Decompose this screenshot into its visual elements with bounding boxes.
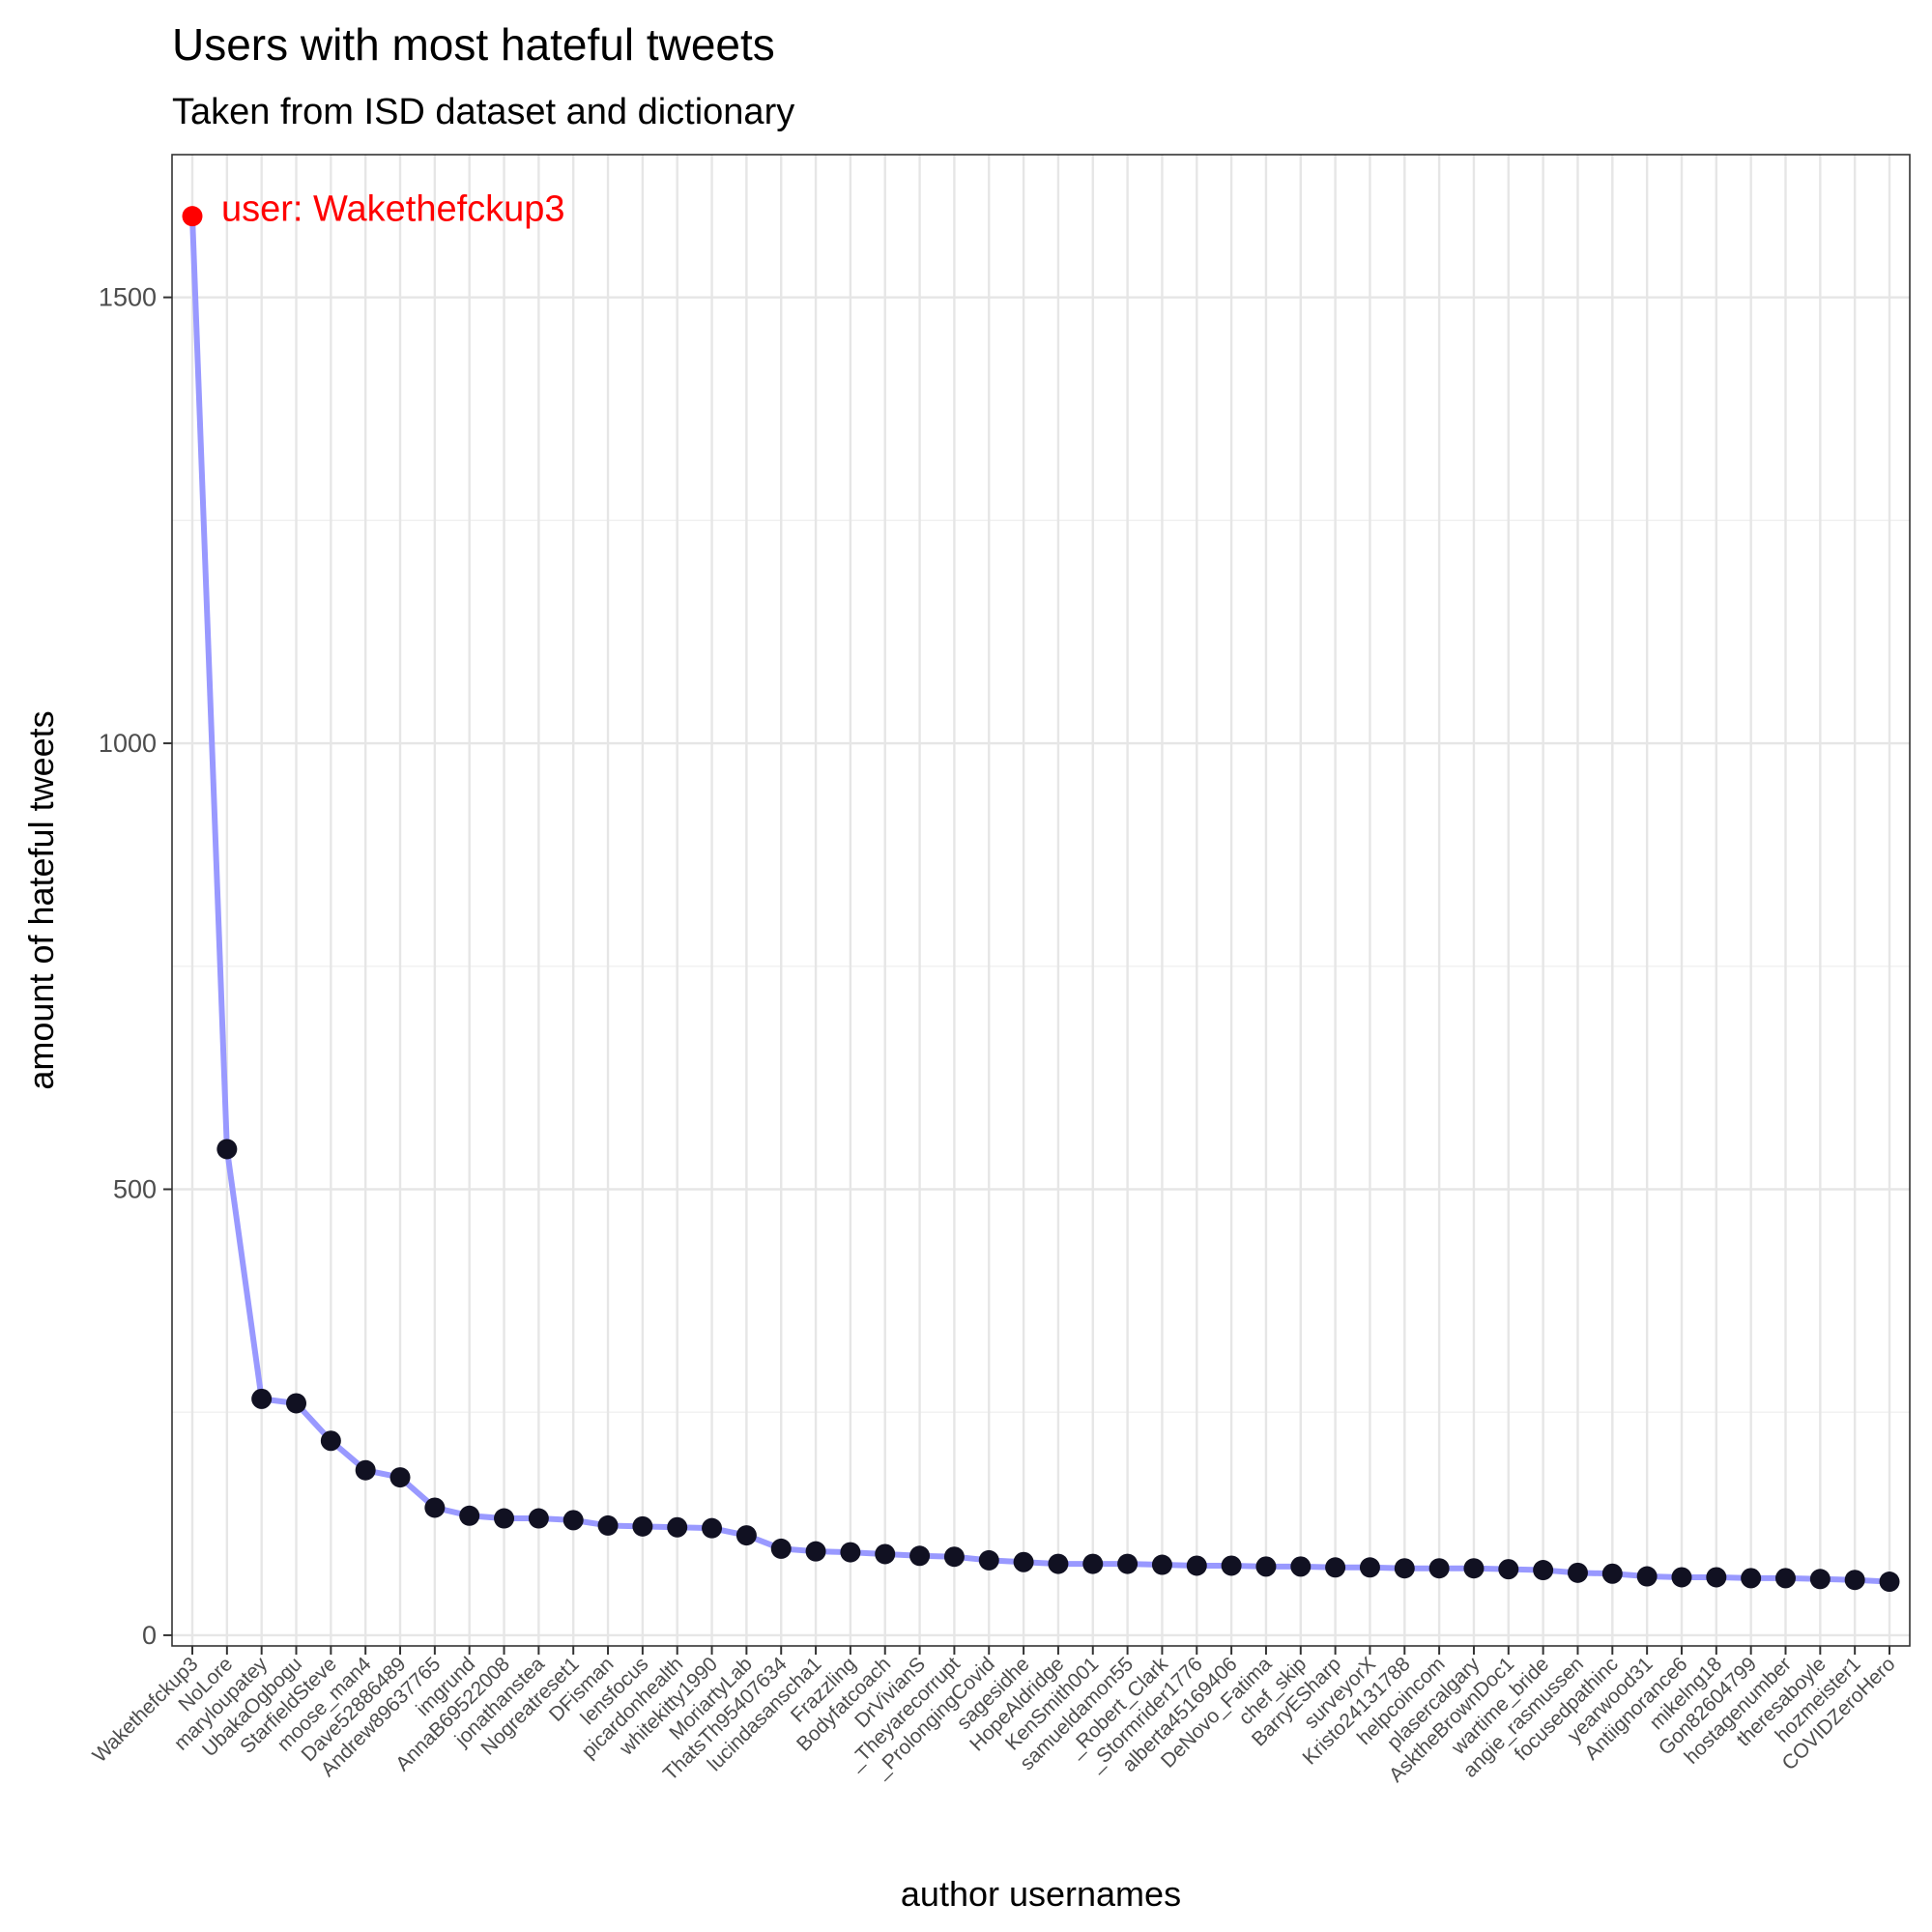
y-tick-label: 500 [113,1175,157,1204]
y-axis: 0 500 1000 1500 [99,283,172,1650]
data-point [1290,1556,1312,1577]
grid [172,155,1910,1646]
data-point [286,1393,307,1414]
data-point [1879,1572,1900,1593]
data-point [597,1514,619,1536]
data-point [1671,1567,1692,1588]
data-point [1325,1557,1346,1578]
annotation-label: user: Wakethefckup3 [221,189,565,230]
data-point [1359,1557,1380,1578]
data-point [632,1515,653,1537]
data-point [1013,1551,1034,1572]
data-point [1151,1554,1172,1575]
data-point [1809,1569,1831,1590]
data-point [1706,1567,1727,1588]
data-point [1533,1560,1554,1581]
data-point [459,1505,480,1526]
data-point [1636,1566,1658,1587]
data-point [735,1525,757,1546]
chart-title: Users with most hateful tweets [172,19,775,70]
data-point [1774,1568,1796,1589]
data-point [320,1430,341,1452]
data-point [1741,1568,1762,1589]
data-point [840,1542,861,1563]
data-point [805,1541,826,1562]
data-point [1117,1553,1139,1574]
data-point [251,1388,273,1409]
data-point [770,1538,792,1559]
annotation-layer: user: Wakethefckup3 [221,189,565,230]
data-point [562,1510,584,1531]
plot-panel [172,155,1910,1646]
data-point [1394,1558,1415,1579]
data-point [528,1508,549,1529]
data-point [875,1543,896,1565]
x-axis: Wakethefckup3NoLoremaryloupateyUbakaOgbo… [88,1646,1900,1787]
data-point [1082,1553,1104,1574]
y-axis-title: amount of hateful tweets [21,710,61,1089]
data-point [1844,1570,1865,1591]
data-point [1048,1553,1069,1574]
data-points [182,206,1900,1593]
data-point [216,1139,238,1160]
data-point [1255,1556,1277,1577]
data-point-highlight [182,206,203,227]
plot-panel-border [171,154,1911,1647]
chart-subtitle: Taken from ISD dataset and dictionary [172,92,794,132]
data-point [1428,1558,1450,1579]
y-tick-label: 1000 [99,729,157,758]
data-point [1498,1559,1519,1580]
x-axis-title: author usernames [901,1874,1181,1914]
data-point [702,1517,723,1539]
data-point [389,1467,411,1488]
y-tick-label: 0 [142,1621,157,1650]
data-point [1601,1563,1623,1584]
data-point [1567,1562,1588,1583]
data-point [494,1508,515,1529]
data-point [943,1546,965,1568]
data-point [978,1549,999,1571]
data-point [355,1459,376,1481]
data-point [909,1545,931,1567]
data-point [424,1497,446,1518]
y-tick-label: 1500 [99,283,157,312]
data-point [667,1516,688,1538]
data-point [1221,1555,1242,1576]
data-point [1186,1555,1207,1576]
data-point [1463,1558,1485,1579]
